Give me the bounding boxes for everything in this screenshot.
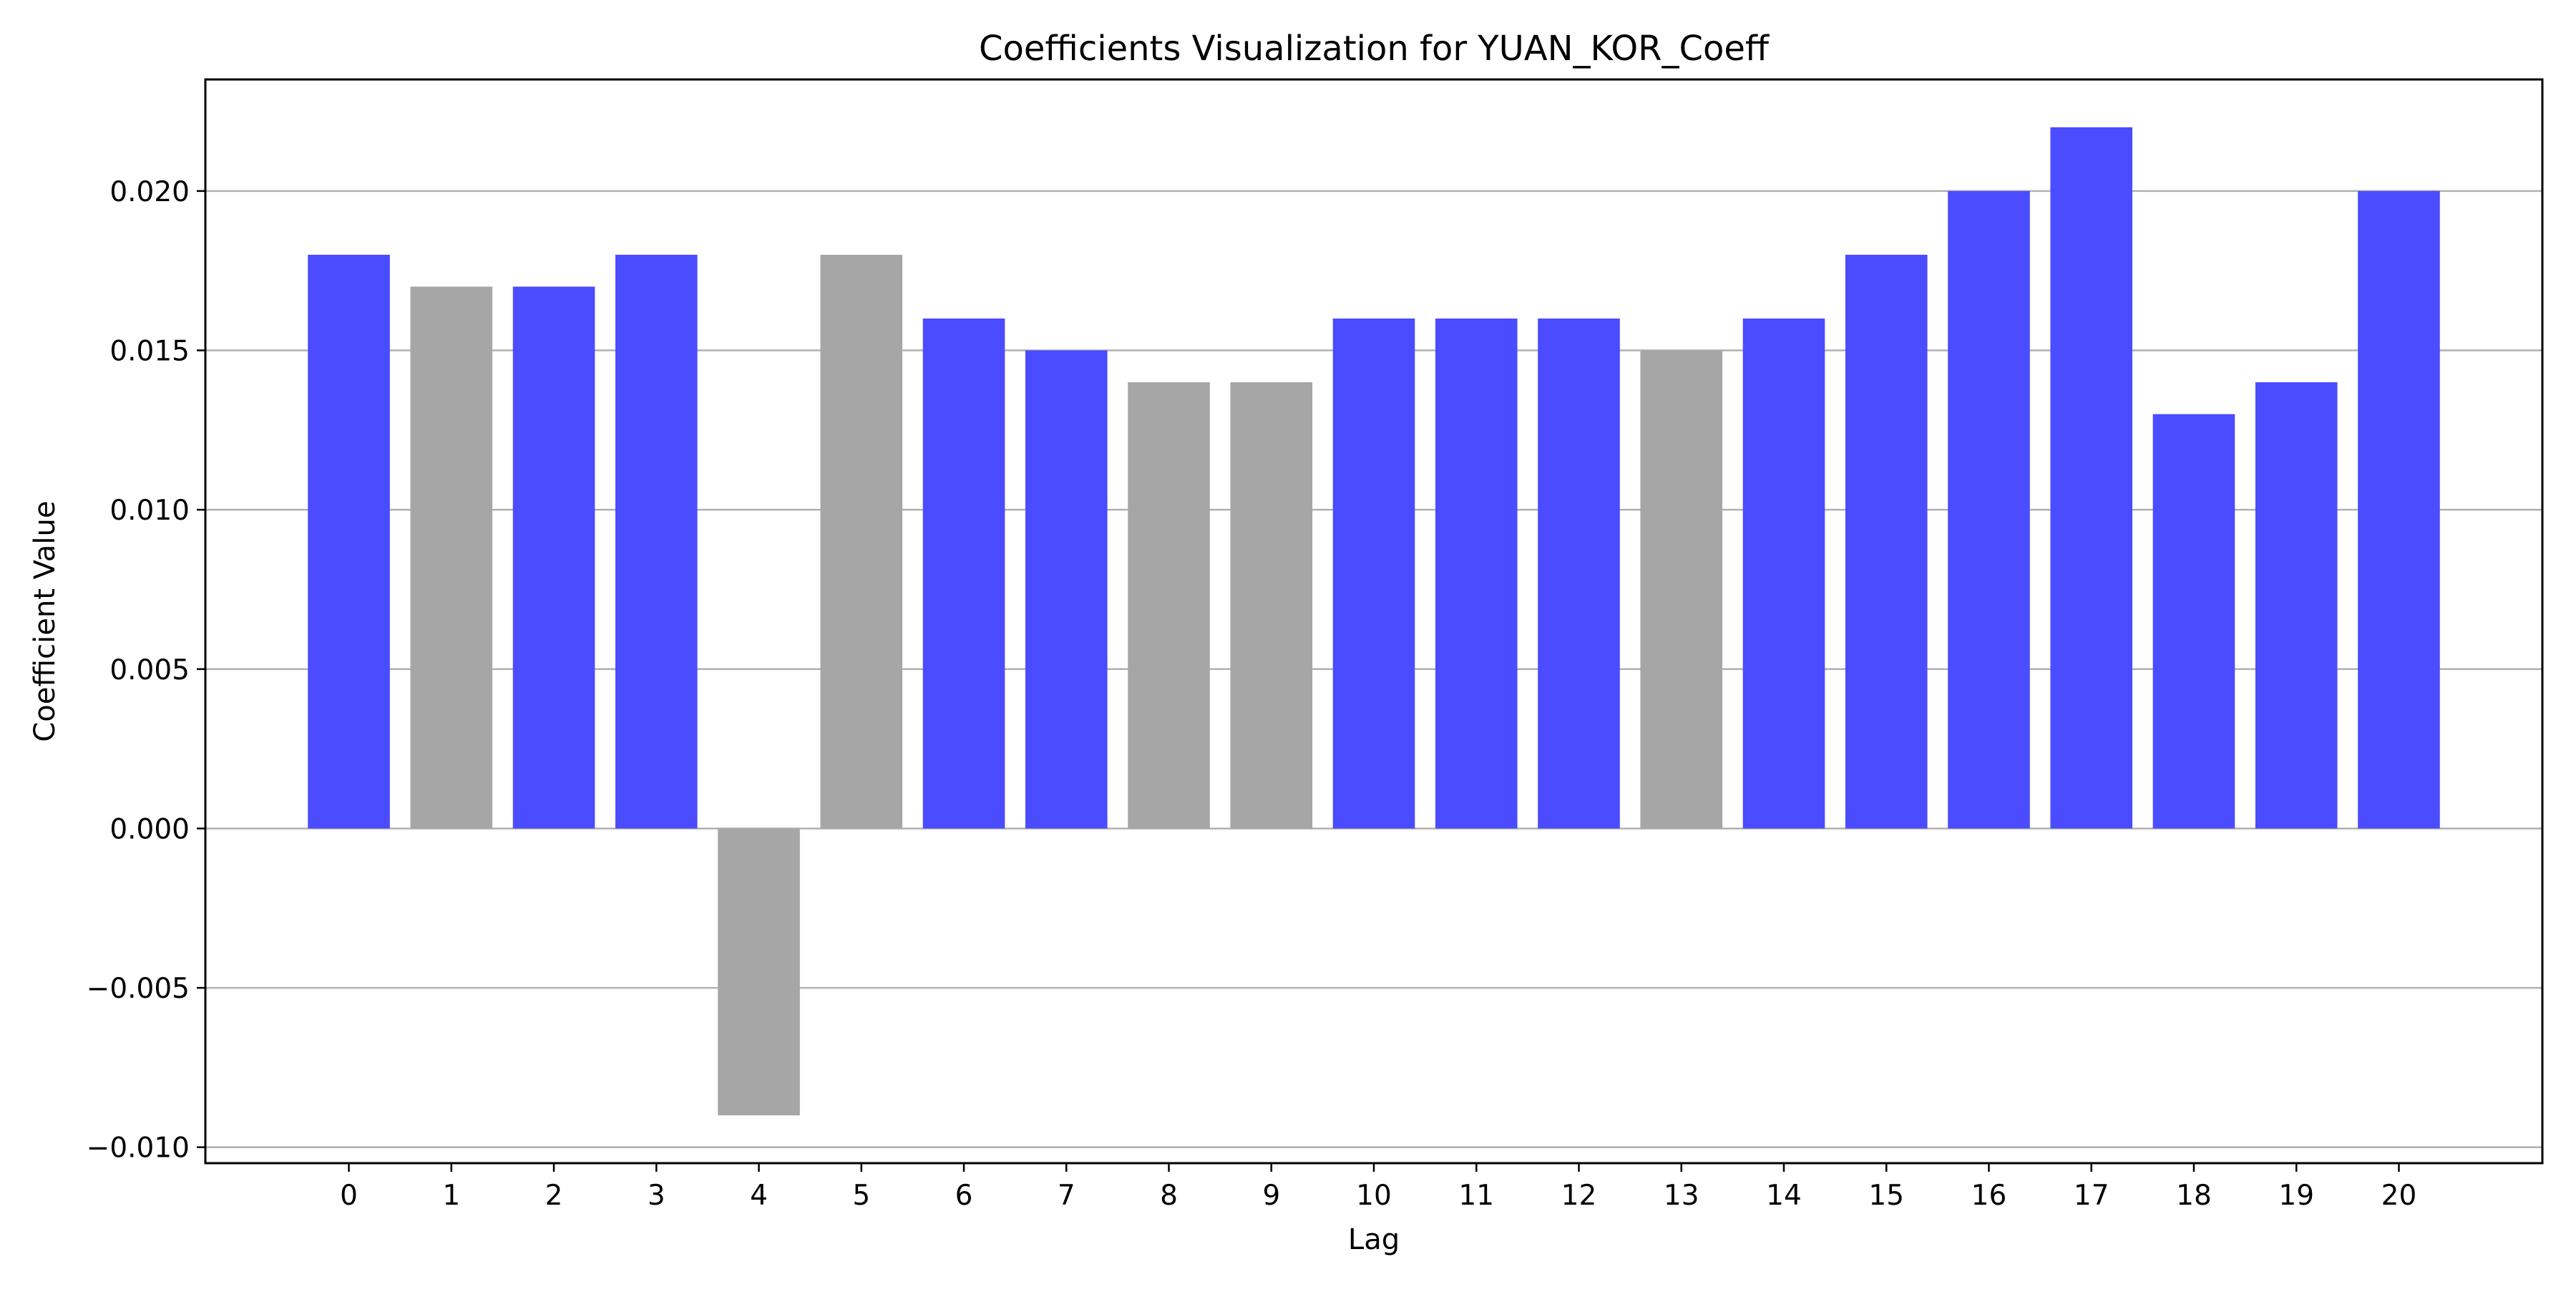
bar-lag-16 [1948, 190, 2030, 829]
x-tick-label: 20 [2381, 1180, 2417, 1212]
y-tick-label: −0.010 [87, 1132, 190, 1165]
x-tick-label: 16 [1971, 1180, 2007, 1212]
bar-lag-11 [1435, 318, 1518, 829]
x-tick-label: 4 [750, 1180, 768, 1212]
x-tick-label: 7 [1058, 1180, 1075, 1212]
x-tick-label: 3 [648, 1180, 665, 1212]
bar-lag-12 [1538, 318, 1620, 829]
bar-lag-19 [2255, 382, 2338, 829]
x-tick-label: 17 [2074, 1180, 2109, 1212]
bar-lag-6 [922, 318, 1005, 829]
y-tick-label: −0.005 [87, 973, 190, 1005]
x-tick-label: 15 [1868, 1180, 1904, 1212]
x-axis: 0 1 2 3 4 5 6 7 8 9 10 11 12 13 14 15 16 17 18 19 20 [340, 1163, 2416, 1212]
x-tick-label: 12 [1561, 1180, 1597, 1212]
x-tick-label: 1 [442, 1180, 460, 1212]
bar-lag-0 [308, 254, 390, 829]
y-tick-label: 0.020 [109, 176, 190, 208]
x-tick-label: 8 [1160, 1180, 1178, 1212]
chart-title: Coefficients Visualization for YUAN_KOR_… [979, 29, 1770, 69]
bar-lag-14 [1742, 318, 1825, 829]
x-tick-label: 2 [545, 1180, 563, 1212]
x-tick-label: 10 [1356, 1180, 1392, 1212]
x-tick-label: 18 [2176, 1180, 2212, 1212]
bar-lag-13 [1640, 350, 1723, 829]
bar-lag-8 [1128, 382, 1210, 829]
bar-lag-17 [2050, 127, 2133, 829]
x-tick-label: 5 [852, 1180, 870, 1212]
plot-frame [204, 78, 2544, 1165]
x-tick-label: 6 [955, 1180, 973, 1212]
y-tick-label: 0.005 [109, 654, 190, 686]
y-axis: −0.010 −0.005 0.000 0.005 0.010 0.015 0.020 [87, 176, 205, 1165]
x-tick-label: 11 [1458, 1180, 1494, 1212]
y-axis-label: Coefficient Value [29, 501, 62, 742]
bar-lag-3 [615, 254, 698, 829]
x-tick-label: 19 [2278, 1180, 2314, 1212]
y-tick-label: 0.010 [109, 495, 190, 527]
y-tick-label: 0.015 [109, 336, 190, 368]
bar-lag-10 [1332, 318, 1415, 829]
bar-lag-18 [2152, 414, 2235, 829]
bar-lag-4 [718, 828, 800, 1116]
y-tick-label: 0.000 [109, 813, 190, 845]
bar-lag-5 [820, 254, 903, 829]
x-axis-label: Lag [1348, 1223, 1400, 1256]
x-tick-label: 13 [1664, 1180, 1699, 1212]
bars [308, 127, 2440, 1116]
bar-lag-15 [1845, 254, 1928, 829]
bar-lag-9 [1230, 382, 1313, 829]
x-tick-label: 0 [340, 1180, 358, 1212]
bar-lag-20 [2358, 190, 2440, 829]
bar-lag-7 [1025, 350, 1108, 829]
x-tick-label: 9 [1262, 1180, 1280, 1212]
bar-lag-1 [410, 286, 493, 829]
bar-lag-2 [512, 286, 595, 829]
x-tick-label: 14 [1766, 1180, 1802, 1212]
